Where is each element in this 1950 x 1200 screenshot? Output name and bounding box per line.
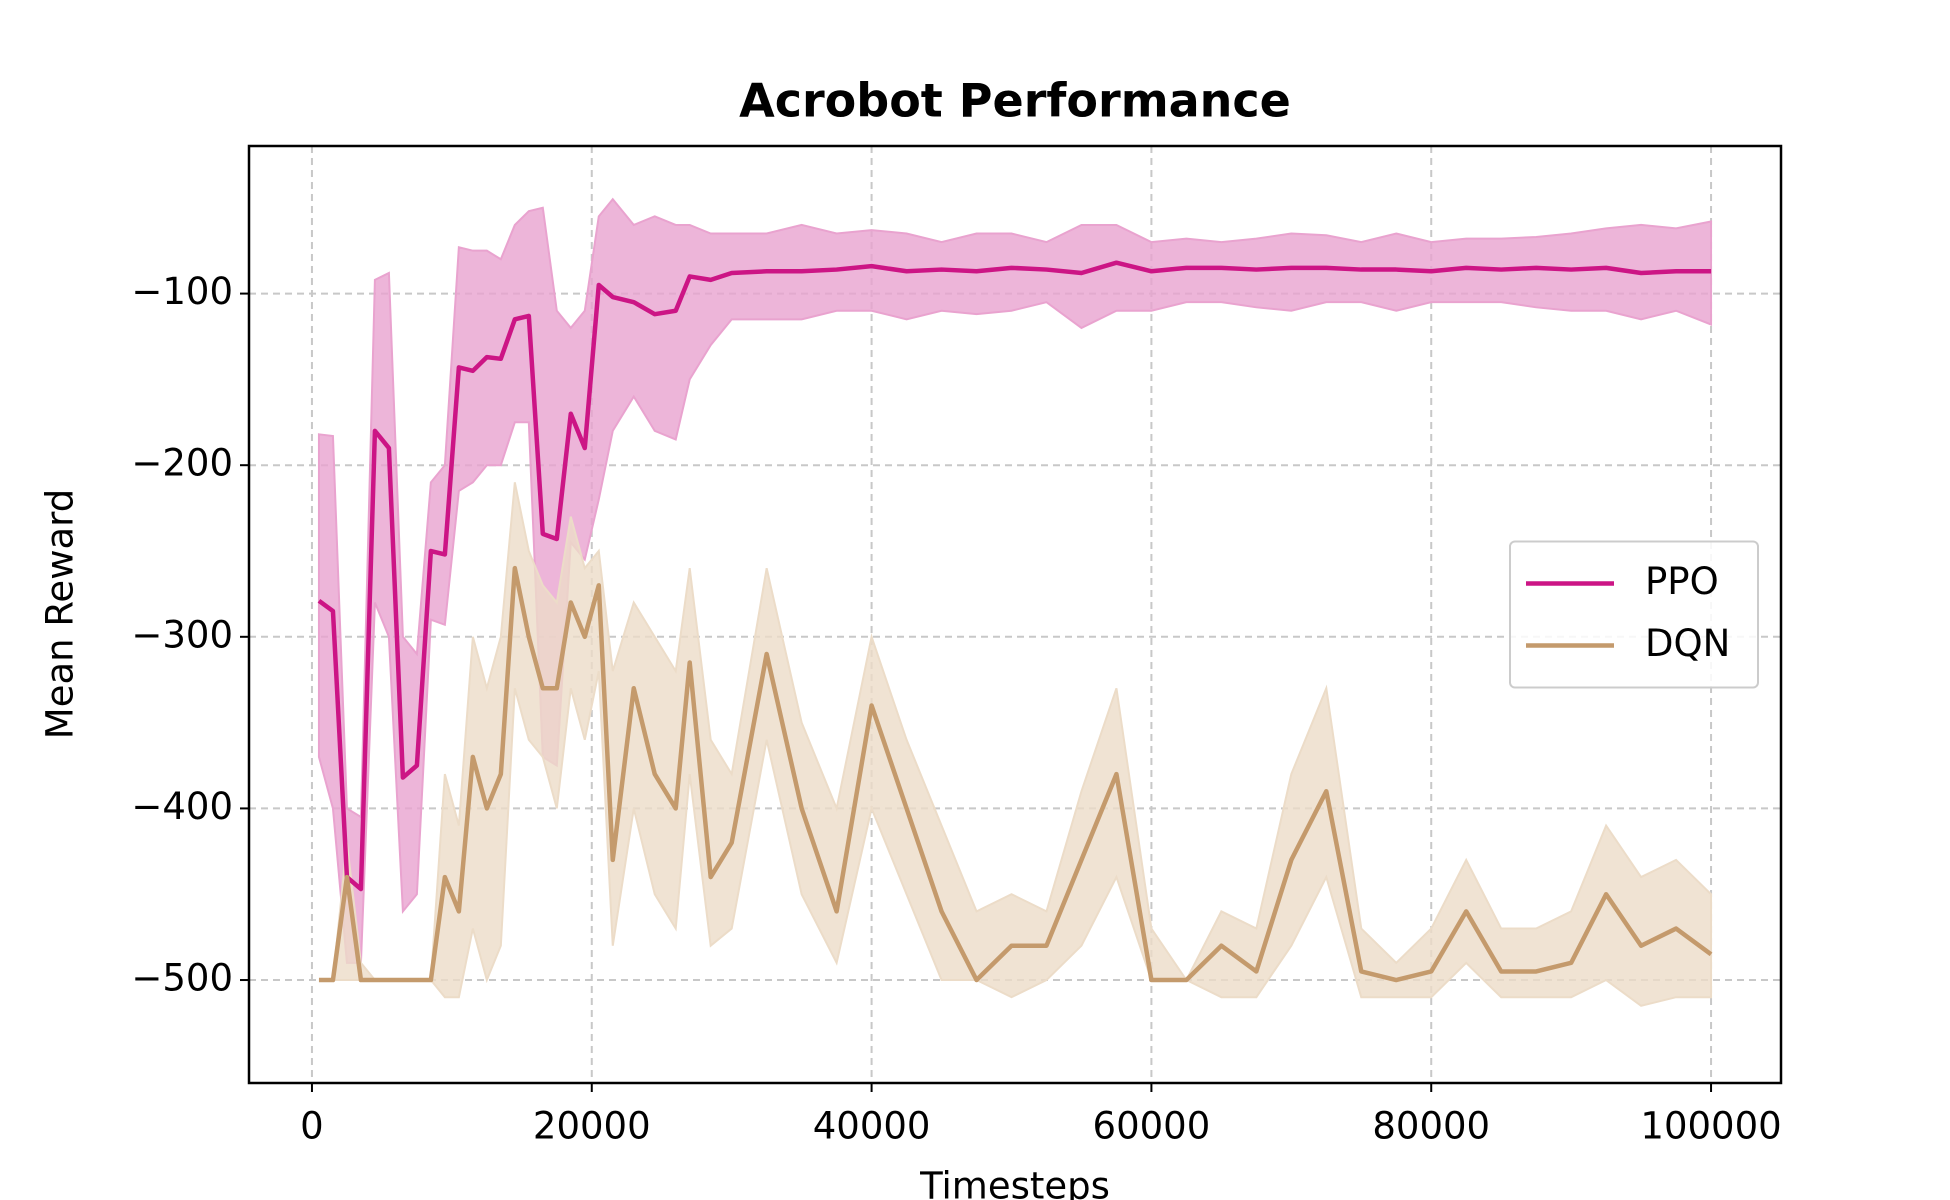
- series-line: [318, 565, 1713, 983]
- chart-title: Acrobot Performance: [739, 74, 1291, 128]
- legend: PPO DQN: [1509, 540, 1759, 689]
- y-tick-label: −100: [131, 270, 233, 313]
- x-tick-label: 80000: [1372, 1105, 1490, 1148]
- confidence-band: [318, 482, 1713, 1007]
- y-tick-label: −400: [131, 785, 233, 828]
- x-tick-label: 40000: [813, 1105, 931, 1148]
- x-tick-label: 60000: [1093, 1105, 1211, 1148]
- y-tick-label: −500: [131, 957, 233, 1000]
- series-line: [317, 260, 1712, 892]
- x-axis-label: Timesteps: [919, 1165, 1110, 1200]
- plot-frame: [247, 144, 1783, 1085]
- x-tick-label: 20000: [533, 1105, 651, 1148]
- legend-label: DQN: [1645, 622, 1730, 665]
- y-tick-label: −300: [131, 613, 233, 656]
- y-tick-label: −200: [131, 442, 233, 485]
- y-axis-label: Mean Reward: [39, 489, 82, 739]
- legend-label: PPO: [1645, 560, 1719, 603]
- x-tick-label: 100000: [1640, 1105, 1781, 1148]
- legend-box: [1509, 540, 1759, 689]
- x-tick-label: 0: [300, 1105, 324, 1148]
